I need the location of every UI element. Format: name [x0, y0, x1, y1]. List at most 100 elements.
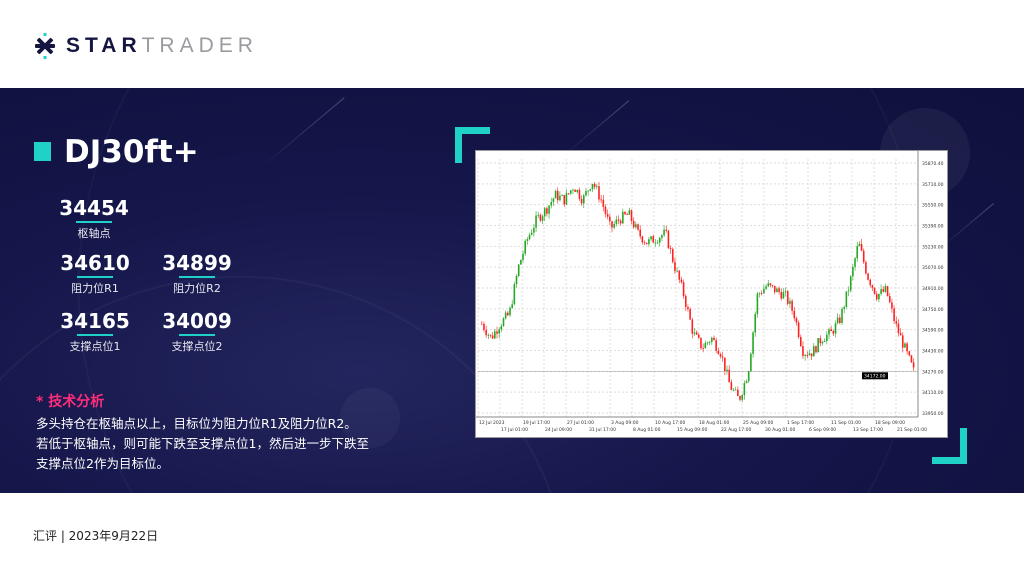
candle-body [637, 224, 639, 230]
candle-body [691, 319, 694, 334]
logo-text-trader: TRADER [141, 34, 258, 57]
candle-body [543, 208, 546, 217]
pivot-label: 枢轴点 [77, 227, 111, 240]
candle-body [828, 329, 830, 335]
candle-body [836, 317, 839, 324]
y-tick-label: 34590.00 [922, 328, 944, 334]
candle-body [606, 214, 609, 217]
candle-body [596, 186, 598, 188]
candle-body [489, 334, 492, 336]
candle-body [515, 275, 518, 285]
candle-body [604, 206, 607, 215]
candle-body [793, 310, 796, 319]
candle-body [808, 353, 811, 356]
x-tick-label: 25 Aug 09:00 [743, 420, 773, 426]
current-price-tag [862, 372, 888, 380]
candle-body [841, 308, 843, 323]
candle-body [624, 211, 626, 215]
candle-body [611, 221, 613, 228]
candle-body [802, 346, 804, 357]
candle-body [817, 338, 819, 353]
candle-body [730, 382, 733, 390]
candle-body [721, 356, 724, 358]
candle-body [615, 219, 618, 225]
candle-body [663, 229, 665, 236]
x-tick-label: 6 Sep 09:00 [809, 427, 836, 433]
candle-body [839, 317, 841, 323]
candle-body [572, 189, 574, 191]
s2-label: 支撑点位2 [171, 340, 223, 353]
candle-body [726, 369, 728, 371]
candle-body [491, 335, 494, 339]
candle-body [635, 224, 637, 228]
candle-body [669, 248, 672, 250]
candle-body [639, 229, 642, 237]
candle-body [576, 189, 579, 192]
y-tick-label: 35070.00 [922, 265, 944, 271]
candle-body [645, 242, 648, 245]
candle-body [797, 322, 800, 338]
candle-body [875, 293, 878, 300]
candle-body [496, 331, 498, 334]
candle-body [706, 342, 709, 344]
candle-body [810, 353, 813, 357]
candle-body [687, 306, 689, 310]
candle-body [598, 186, 600, 200]
frame-corner-bottom-right [932, 428, 967, 464]
candle-body [702, 348, 704, 350]
candle-body [819, 338, 822, 344]
s1-value: 34165 [60, 309, 130, 333]
candle-body [656, 242, 659, 244]
candle-body [806, 355, 809, 356]
candle-body [622, 211, 624, 224]
candle-body [591, 183, 594, 190]
logo-text-star: STAR [66, 34, 142, 57]
candle-body [550, 201, 553, 206]
candle-body [528, 234, 531, 240]
candle-body [671, 249, 674, 262]
candle-body [767, 283, 770, 287]
frame-corner-top-left [455, 127, 490, 163]
candle-body [587, 190, 589, 192]
candle-body [852, 266, 854, 277]
candle-body [823, 340, 826, 342]
y-tick-label: 34110.00 [922, 390, 944, 396]
candle-body [904, 343, 906, 348]
candle-body [752, 332, 754, 354]
candle-body [804, 355, 806, 357]
candle-body [778, 288, 780, 293]
title-marker [34, 142, 51, 161]
candle-body [569, 190, 572, 194]
candle-body [500, 325, 503, 330]
x-tick-label: 19 Jul 17:00 [523, 420, 550, 426]
candle-body [780, 292, 783, 299]
candle-body [682, 282, 685, 296]
candle-body [734, 389, 737, 391]
r1-label: 阻力位R1 [71, 282, 119, 295]
candle-body [765, 286, 767, 289]
candle-body [862, 250, 865, 263]
candle-body [758, 293, 761, 295]
s1-label: 支撑点位1 [69, 340, 121, 353]
candle-body [899, 333, 902, 336]
candle-body [593, 183, 596, 187]
candle-body [843, 307, 845, 309]
candle-body [700, 337, 702, 349]
candle-body [856, 246, 859, 259]
candle-body [511, 304, 513, 308]
candle-body [680, 279, 683, 283]
r1-level: 34610 阻力位R1 [40, 251, 150, 296]
candle-body [652, 236, 655, 243]
technical-analysis-heading: * 技术分析 [36, 394, 105, 410]
decor-planet [340, 388, 400, 448]
candle-body [554, 190, 557, 199]
candle-body [526, 239, 529, 241]
candle-body [906, 343, 908, 352]
candle-body [878, 293, 880, 300]
candle-body [502, 318, 505, 326]
candle-body [494, 331, 496, 339]
candle-body [600, 199, 602, 201]
x-tick-label: 8 Aug 01:00 [633, 427, 661, 433]
x-tick-label: 10 Aug 17:00 [655, 420, 685, 426]
candle-body [613, 224, 615, 228]
